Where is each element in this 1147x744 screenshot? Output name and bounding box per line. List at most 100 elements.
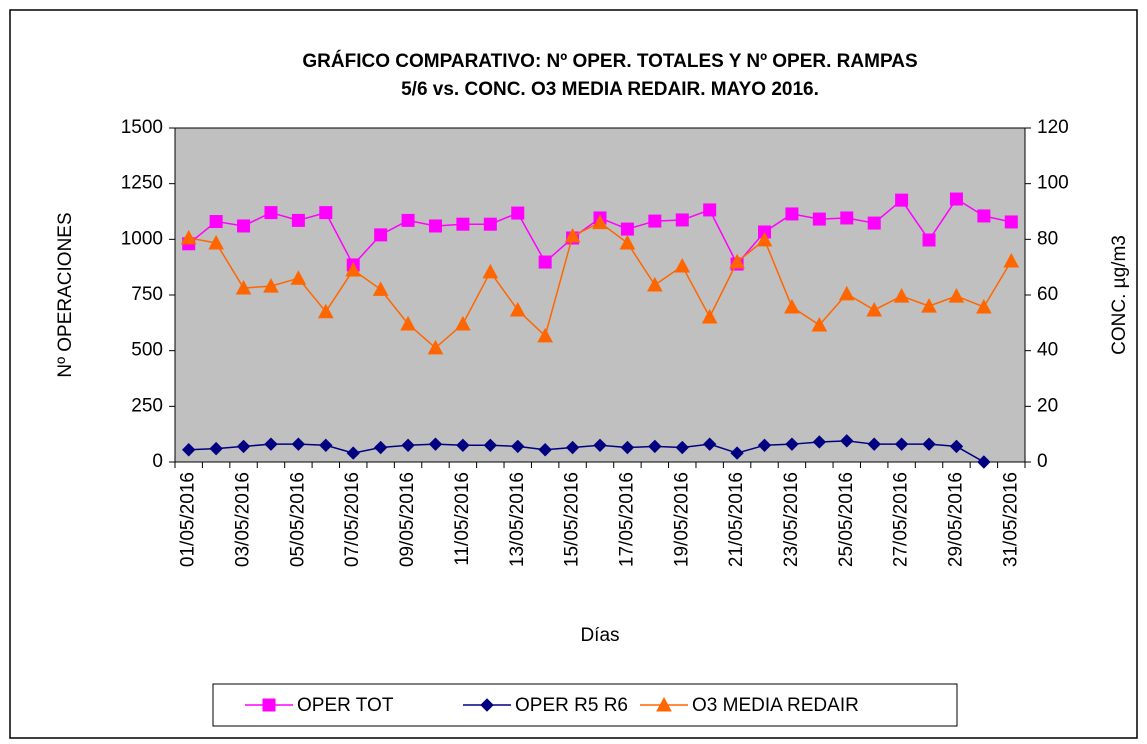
data-point	[1004, 215, 1018, 229]
data-point	[264, 437, 278, 451]
data-point	[455, 315, 471, 331]
data-point	[593, 438, 607, 453]
data-point	[208, 234, 224, 250]
x-tick-label: 19/05/2016	[671, 472, 692, 567]
data-point	[812, 435, 827, 449]
data-point	[290, 270, 307, 285]
data-point	[675, 213, 689, 227]
data-point	[785, 207, 799, 221]
data-point	[619, 234, 636, 250]
y2-tick-label: 0	[1037, 451, 1048, 472]
data-point	[893, 288, 910, 303]
data-point	[812, 212, 826, 226]
data-point	[866, 301, 883, 317]
legend-marker	[480, 698, 494, 712]
legend-label: O3 MEDIA REDAIR	[692, 695, 859, 716]
y-tick-label: 1000	[121, 228, 163, 249]
x-tick-label: 11/05/2016	[452, 472, 473, 566]
y-tick-label: 1500	[121, 117, 163, 138]
data-point	[428, 437, 443, 451]
y2-axis-label: CONC. µg/m3	[1109, 235, 1130, 355]
data-point	[319, 206, 333, 220]
data-point	[291, 213, 305, 227]
y-tick-label: 750	[131, 284, 163, 305]
data-point	[483, 438, 498, 453]
y-tick-label: 500	[131, 340, 163, 361]
data-point	[236, 439, 251, 454]
data-point	[400, 315, 416, 331]
data-point	[209, 215, 223, 229]
data-point	[319, 438, 333, 453]
data-point	[564, 227, 581, 243]
legend-marker	[262, 698, 276, 712]
data-point	[647, 276, 663, 292]
data-point	[784, 298, 800, 314]
y-tick-label: 250	[131, 395, 163, 416]
data-point	[427, 339, 444, 355]
data-point	[922, 233, 936, 247]
data-point	[209, 441, 223, 456]
x-tick-label: 07/05/2016	[342, 472, 363, 567]
chart-title: 5/6 vs. CONC. O3 MEDIA REDAIR. MAYO 2016…	[401, 79, 819, 100]
x-tick-label: 23/05/2016	[781, 472, 802, 567]
data-point	[317, 303, 334, 319]
data-point	[840, 211, 854, 225]
data-point	[895, 193, 909, 207]
data-point	[538, 443, 552, 457]
data-point	[921, 298, 937, 313]
x-tick-label: 29/05/2016	[945, 472, 966, 567]
y-axis-label: Nº OPERACIONES	[55, 212, 76, 377]
data-point	[483, 217, 497, 231]
y2-tick-label: 40	[1037, 340, 1058, 361]
x-tick-label: 15/05/2016	[562, 472, 583, 567]
y2-tick-label: 80	[1037, 228, 1058, 249]
data-point	[511, 206, 525, 220]
data-point	[977, 455, 991, 469]
data-point	[949, 192, 963, 206]
data-point	[976, 298, 992, 314]
legend-marker	[656, 696, 672, 712]
chart-title: GRÁFICO COMPARATIVO: Nº OPER. TOTALES Y …	[302, 50, 917, 72]
data-point	[373, 440, 388, 455]
plot-area	[174, 127, 1026, 463]
y-tick-label: 1250	[121, 173, 163, 194]
data-point	[703, 203, 717, 217]
data-point	[620, 222, 634, 236]
data-point	[264, 206, 278, 220]
y-tick-label: 0	[152, 451, 163, 472]
x-tick-label: 01/05/2016	[178, 472, 199, 567]
x-tick-label: 21/05/2016	[726, 472, 747, 567]
data-point	[291, 437, 306, 451]
x-tick-label: 17/05/2016	[616, 472, 637, 567]
data-point	[537, 327, 553, 343]
data-point	[372, 281, 389, 296]
data-point	[456, 217, 470, 231]
data-point	[428, 219, 442, 233]
data-point	[648, 214, 662, 228]
data-point	[701, 308, 718, 324]
x-tick-label: 09/05/2016	[397, 472, 418, 567]
data-point	[511, 439, 525, 454]
y2-tick-label: 20	[1037, 395, 1058, 416]
data-point	[401, 438, 415, 453]
data-point	[948, 288, 965, 303]
data-point	[237, 219, 251, 233]
x-axis-label: Días	[580, 625, 619, 646]
x-tick-label: 05/05/2016	[287, 472, 308, 567]
data-point	[180, 229, 197, 245]
legend-label: OPER R5 R6	[515, 695, 628, 716]
data-point	[648, 439, 662, 454]
data-point	[675, 440, 689, 455]
data-point	[977, 209, 991, 223]
y2-tick-label: 60	[1037, 284, 1058, 305]
data-point	[456, 438, 470, 453]
data-point	[509, 301, 526, 317]
x-tick-label: 03/05/2016	[233, 472, 254, 567]
data-point	[263, 278, 279, 293]
data-point	[345, 261, 362, 277]
data-point	[346, 446, 360, 460]
x-tick-label: 27/05/2016	[891, 472, 912, 567]
data-point	[949, 439, 964, 454]
y2-tick-label: 120	[1037, 117, 1069, 138]
